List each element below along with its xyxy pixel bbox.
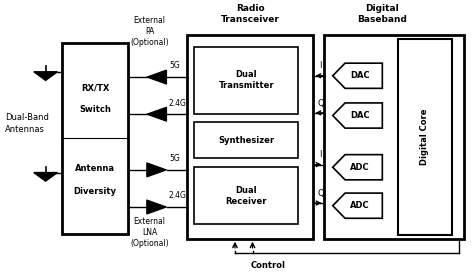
Text: Radio
Transceiver: Radio Transceiver (220, 4, 280, 24)
Bar (62, 43, 128, 233)
Text: Dual
Transmitter: Dual Transmitter (219, 70, 274, 90)
Text: Dual
Receiver: Dual Receiver (226, 186, 267, 206)
Text: Switch: Switch (79, 105, 111, 114)
Text: DAC: DAC (350, 71, 370, 80)
Text: DAC: DAC (350, 111, 370, 120)
Polygon shape (147, 107, 166, 121)
Bar (194, 122, 299, 158)
Bar (194, 167, 299, 224)
Text: Diversity: Diversity (74, 187, 117, 196)
Bar (194, 47, 299, 114)
Text: Q: Q (317, 189, 324, 198)
Polygon shape (333, 63, 383, 88)
Text: Q: Q (317, 99, 324, 108)
Text: Digital Core: Digital Core (420, 109, 429, 165)
Text: External
PA
(Optional): External PA (Optional) (130, 16, 169, 47)
Text: Digital
Baseband: Digital Baseband (357, 4, 407, 24)
Polygon shape (147, 163, 166, 177)
Polygon shape (333, 193, 383, 218)
Polygon shape (34, 72, 57, 80)
Polygon shape (34, 173, 57, 181)
Text: 5G: 5G (169, 154, 180, 163)
Text: ADC: ADC (350, 163, 370, 172)
Polygon shape (147, 200, 166, 214)
Bar (187, 35, 313, 239)
Text: Dual-Band
Antennas: Dual-Band Antennas (5, 113, 49, 134)
Polygon shape (333, 155, 383, 180)
Text: Antenna: Antenna (75, 164, 115, 173)
Polygon shape (147, 70, 166, 84)
Text: 2.4G: 2.4G (169, 99, 187, 108)
Bar (398, 39, 452, 235)
Text: 5G: 5G (169, 61, 180, 70)
Text: 2.4G: 2.4G (169, 191, 187, 200)
Polygon shape (333, 103, 383, 128)
Text: I: I (319, 61, 322, 70)
Text: RX/TX: RX/TX (81, 84, 109, 93)
Text: Synthesizer: Synthesizer (219, 136, 274, 145)
Bar (324, 35, 464, 239)
Text: Control: Control (250, 261, 285, 270)
Text: ADC: ADC (350, 201, 370, 210)
Text: External
LNA
(Optional): External LNA (Optional) (130, 217, 169, 248)
Text: I: I (319, 150, 322, 159)
